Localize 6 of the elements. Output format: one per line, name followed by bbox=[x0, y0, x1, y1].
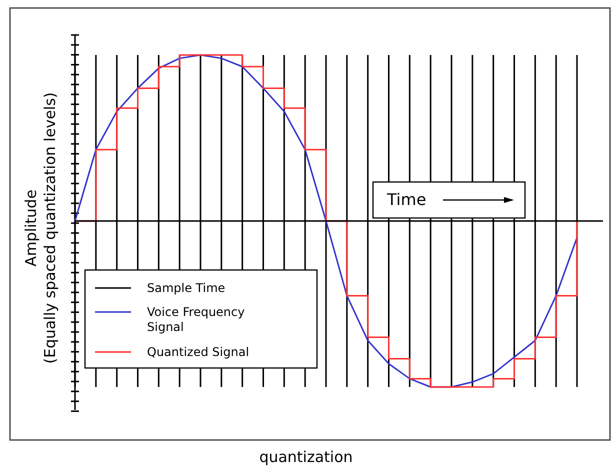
legend-label: Quantized Signal bbox=[147, 345, 250, 359]
annotation: Time bbox=[386, 190, 426, 209]
x-axis-title: quantization bbox=[259, 448, 353, 466]
annotation: Sample Time bbox=[147, 281, 226, 295]
legend-label: Voice Frequency Signal bbox=[147, 305, 245, 334]
y-axis-title: Amplitude (Equally spaced quantization levels) bbox=[22, 92, 59, 364]
